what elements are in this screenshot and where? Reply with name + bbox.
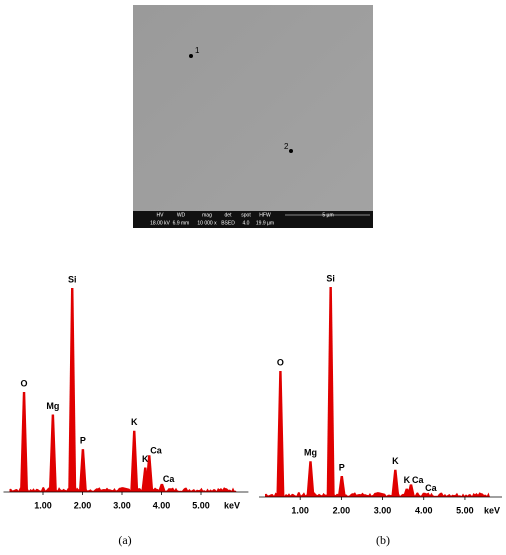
info-value: 19.9 µm <box>256 220 274 226</box>
info-header: HV <box>157 212 165 218</box>
peak-label: Ca <box>425 483 437 493</box>
info-header: mag <box>202 212 212 218</box>
peak-label: K <box>131 417 138 427</box>
sem-image <box>133 5 373 228</box>
noise-baseline <box>265 492 490 497</box>
peak <box>420 492 429 497</box>
peak-label: O <box>277 357 284 367</box>
info-header: HFW <box>259 212 271 218</box>
peak <box>145 455 154 492</box>
peak-label: Mg <box>46 401 59 411</box>
x-tick-label: 3.00 <box>374 505 392 515</box>
peak-label: Si <box>68 274 77 284</box>
peak <box>337 476 346 497</box>
peak <box>130 430 139 492</box>
peak-label: Ca <box>150 446 162 456</box>
point-marker <box>189 54 193 58</box>
peak <box>306 461 315 497</box>
peak <box>48 414 57 492</box>
peak-label: Mg <box>304 448 317 458</box>
x-tick-label: 1.00 <box>291 505 309 515</box>
x-tick-label: 1.00 <box>34 500 52 510</box>
info-header: det <box>225 212 233 218</box>
info-value: 10 000 x <box>197 220 217 226</box>
x-tick-label: 5.00 <box>192 500 210 510</box>
peak-label: P <box>339 462 345 472</box>
peak <box>391 469 400 497</box>
info-value: 18.00 kV <box>150 220 170 226</box>
x-unit-label: keV <box>224 500 240 510</box>
x-unit-label: keV <box>484 505 500 515</box>
scale-bar-label: 5 µm <box>322 212 333 218</box>
peak <box>157 483 166 492</box>
peak-label: Si <box>326 273 335 283</box>
info-header: spot <box>241 212 251 218</box>
x-tick-label: 3.00 <box>113 500 131 510</box>
x-tick-label: 4.00 <box>415 505 433 515</box>
info-header: WD <box>177 212 186 218</box>
peak-label: O <box>21 378 28 388</box>
point-marker <box>289 149 293 153</box>
peak <box>78 449 87 492</box>
peak-label: K <box>404 475 411 485</box>
point-label: 2 <box>284 142 289 151</box>
peak <box>276 371 285 497</box>
x-tick-label: 5.00 <box>456 505 474 515</box>
caption: (a) <box>118 533 131 547</box>
peak-label: Ca <box>412 475 424 485</box>
x-tick-label: 2.00 <box>74 500 92 510</box>
noise-baseline <box>9 487 237 492</box>
info-value: 6.9 mm <box>173 220 190 226</box>
peak <box>68 288 77 492</box>
x-tick-label: 2.00 <box>333 505 351 515</box>
peak <box>20 392 29 492</box>
peak-label: K <box>392 456 399 466</box>
x-tick-label: 4.00 <box>153 500 171 510</box>
peak <box>326 287 335 497</box>
peak-label: P <box>80 436 86 446</box>
info-value: 4.0 <box>243 220 250 226</box>
point-label: 1 <box>195 46 200 55</box>
peak <box>406 484 415 497</box>
info-value: BSED <box>221 220 235 226</box>
peak-label: K <box>142 454 149 464</box>
caption: (b) <box>376 533 390 547</box>
peak-label: Ca <box>163 474 175 484</box>
